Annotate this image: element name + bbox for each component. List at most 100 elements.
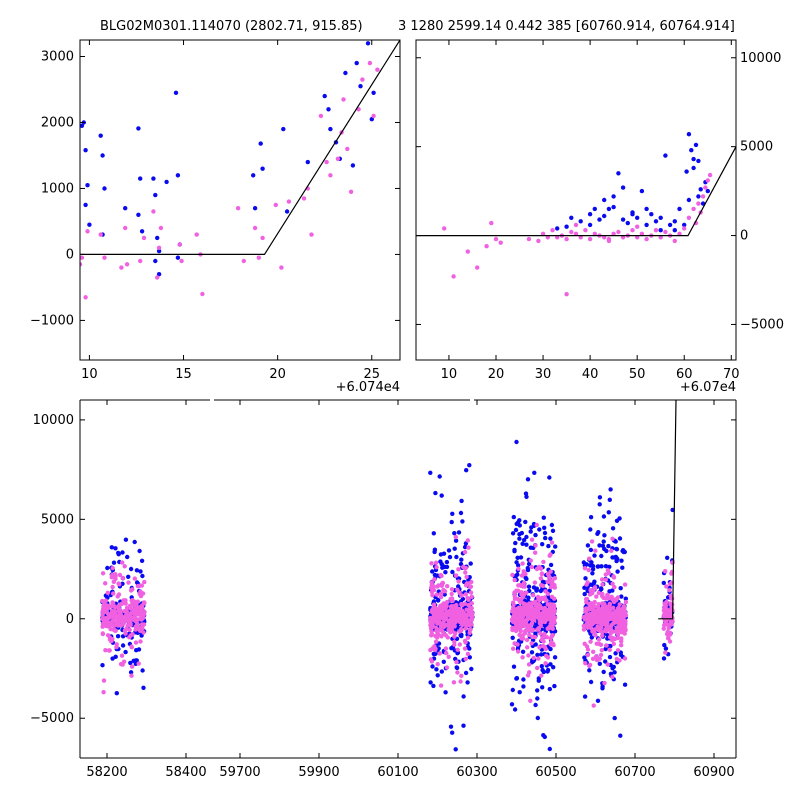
point-pink — [437, 651, 442, 656]
point-pink — [444, 599, 450, 605]
point-blue — [156, 248, 162, 254]
point-pink — [573, 231, 579, 236]
point-pink — [551, 619, 556, 624]
point-pink — [538, 623, 544, 628]
point-pink — [539, 571, 545, 576]
point-pink — [100, 631, 106, 637]
point-pink — [450, 629, 455, 634]
x-offset-label: +6.07e4 — [680, 380, 736, 395]
point-blue — [607, 564, 612, 569]
point-pink — [616, 619, 622, 625]
point-blue — [588, 527, 593, 532]
point-blue — [658, 228, 663, 233]
point-blue — [110, 656, 115, 661]
point-pink — [132, 576, 137, 581]
point-blue — [540, 579, 546, 584]
point-pink — [623, 613, 629, 618]
point-pink — [536, 597, 541, 602]
point-pink — [589, 620, 595, 625]
point-pink — [608, 611, 613, 616]
point-pink — [489, 220, 494, 226]
point-blue — [151, 176, 156, 181]
point-pink — [442, 226, 447, 231]
point-pink — [662, 601, 667, 606]
point-pink — [453, 616, 459, 621]
point-pink — [110, 584, 115, 590]
point-pink — [530, 593, 536, 598]
point-pink — [103, 598, 109, 603]
point-blue — [602, 533, 607, 538]
point-blue — [545, 667, 551, 673]
point-blue — [520, 649, 526, 654]
point-pink — [111, 591, 116, 596]
point-pink — [617, 602, 622, 607]
point-pink — [606, 596, 611, 601]
point-blue — [458, 510, 464, 516]
point-pink — [445, 584, 450, 589]
point-pink — [552, 615, 558, 620]
point-pink — [512, 590, 517, 595]
point-pink — [440, 581, 445, 586]
point-pink — [635, 224, 640, 229]
point-pink — [341, 97, 346, 102]
x-tick-label: 60 — [676, 367, 693, 382]
x-tick-label: 10 — [81, 367, 98, 382]
point-blue — [517, 523, 522, 528]
x-tick-label: 15 — [175, 367, 192, 382]
point-pink — [457, 642, 462, 647]
point-pink — [200, 291, 205, 297]
point-blue — [322, 93, 327, 99]
point-pink — [438, 594, 444, 600]
point-blue — [518, 555, 524, 560]
point-blue — [599, 586, 604, 592]
point-pink — [615, 627, 621, 633]
point-pink — [511, 626, 516, 632]
point-blue — [123, 537, 129, 542]
point-blue — [155, 235, 160, 241]
point-pink — [103, 616, 108, 621]
point-pink — [598, 642, 604, 647]
point-pink — [514, 610, 519, 616]
point-blue — [432, 547, 438, 552]
point-pink — [583, 661, 588, 666]
point-pink — [592, 231, 597, 236]
point-pink — [526, 653, 531, 658]
point-blue — [587, 212, 593, 217]
point-pink — [475, 265, 480, 270]
point-blue — [173, 90, 179, 96]
point-blue — [521, 677, 526, 682]
point-pink — [449, 597, 454, 602]
point-blue — [436, 646, 441, 651]
point-pink — [519, 573, 525, 578]
point-blue — [596, 564, 601, 569]
point-blue — [613, 651, 618, 656]
point-pink — [668, 581, 673, 586]
point-blue — [583, 576, 588, 581]
point-blue — [653, 219, 659, 224]
point-pink — [449, 587, 455, 592]
point-blue — [431, 599, 437, 604]
point-blue — [462, 544, 468, 550]
model-line — [416, 146, 736, 237]
point-pink — [583, 228, 588, 233]
point-blue — [677, 206, 682, 212]
point-blue — [526, 595, 531, 600]
point-blue — [546, 543, 551, 549]
point-blue — [691, 165, 696, 171]
point-blue — [456, 584, 461, 589]
point-pink — [429, 561, 434, 566]
point-pink — [140, 591, 146, 596]
point-pink — [540, 617, 545, 622]
y-tick-label: −5000 — [30, 711, 74, 726]
point-blue — [644, 222, 649, 228]
point-pink — [455, 670, 460, 675]
point-pink — [533, 543, 538, 548]
point-blue — [582, 591, 587, 597]
point-pink — [130, 632, 135, 637]
point-pink — [324, 159, 329, 165]
point-pink — [443, 646, 449, 651]
point-pink — [286, 199, 292, 204]
point-blue — [98, 133, 103, 138]
point-blue — [441, 551, 447, 556]
point-blue — [517, 690, 522, 695]
